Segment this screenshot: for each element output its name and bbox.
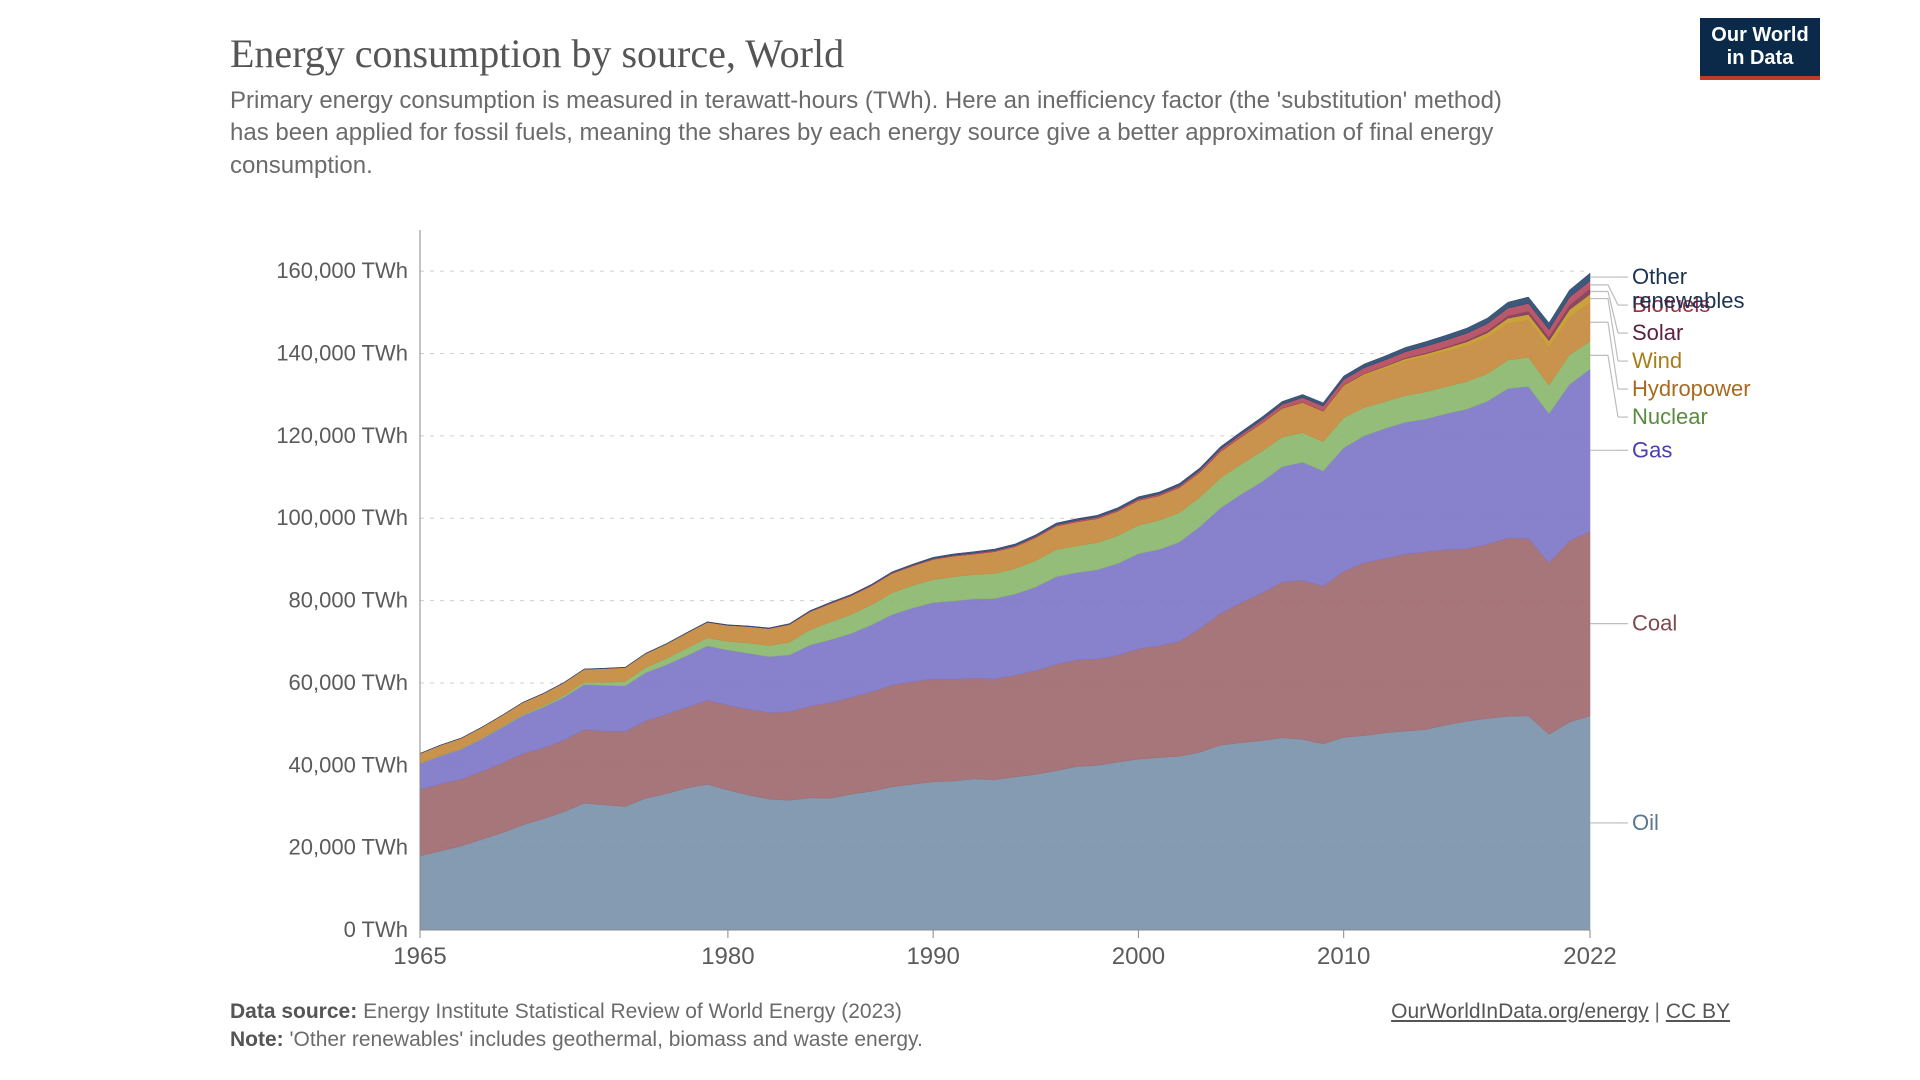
legend-label-coal: Coal [1632,611,1677,636]
note-text: 'Other renewables' includes geothermal, … [290,1028,923,1051]
chart-area: 0 TWh 20,000 TWh 40,000 TWh 60,000 TWh 80,00… [230,220,1830,995]
legend-label-wind: Wind [1632,348,1682,373]
chart-title: Energy consumption by source, World [230,30,1530,77]
svg-text:2010: 2010 [1317,943,1370,970]
svg-text:140,000 TWh: 140,000 TWh [276,341,408,366]
svg-text:160,000 TWh: 160,000 TWh [276,258,408,283]
owid-logo: Our Worldin Data [1700,18,1820,80]
svg-text:1980: 1980 [701,943,754,970]
legend-label-hydropower: Hydropower [1632,376,1751,401]
chart-subtitle: Primary energy consumption is measured i… [230,85,1510,182]
owid-link[interactable]: OurWorldInData.org/energy [1391,1000,1649,1023]
svg-text:2022: 2022 [1563,943,1616,970]
svg-text:1990: 1990 [906,943,959,970]
svg-text:40,000 TWh: 40,000 TWh [289,752,408,777]
svg-text:80,000 TWh: 80,000 TWh [289,588,408,613]
license-link[interactable]: CC BY [1666,1000,1730,1023]
svg-text:100,000 TWh: 100,000 TWh [276,505,408,530]
note-label: Note: [230,1028,284,1051]
svg-text:60,000 TWh: 60,000 TWh [289,670,408,695]
legend-label-nuclear: Nuclear [1632,404,1708,429]
svg-text:20,000 TWh: 20,000 TWh [289,835,408,860]
legend-label-solar: Solar [1632,320,1683,345]
chart-footer: Data source: Energy Institute Statistica… [230,1000,1730,1056]
legend-label-oil: Oil [1632,810,1659,835]
source-text: Energy Institute Statistical Review of W… [363,1000,902,1023]
source-label: Data source: [230,1000,357,1023]
svg-text:120,000 TWh: 120,000 TWh [276,423,408,448]
svg-text:0 TWh: 0 TWh [344,917,408,942]
svg-text:2000: 2000 [1112,943,1165,970]
legend-label-other-renewables: Otherrenewables [1632,264,1745,313]
svg-text:1965: 1965 [393,943,446,970]
legend-label-gas: Gas [1632,437,1672,462]
